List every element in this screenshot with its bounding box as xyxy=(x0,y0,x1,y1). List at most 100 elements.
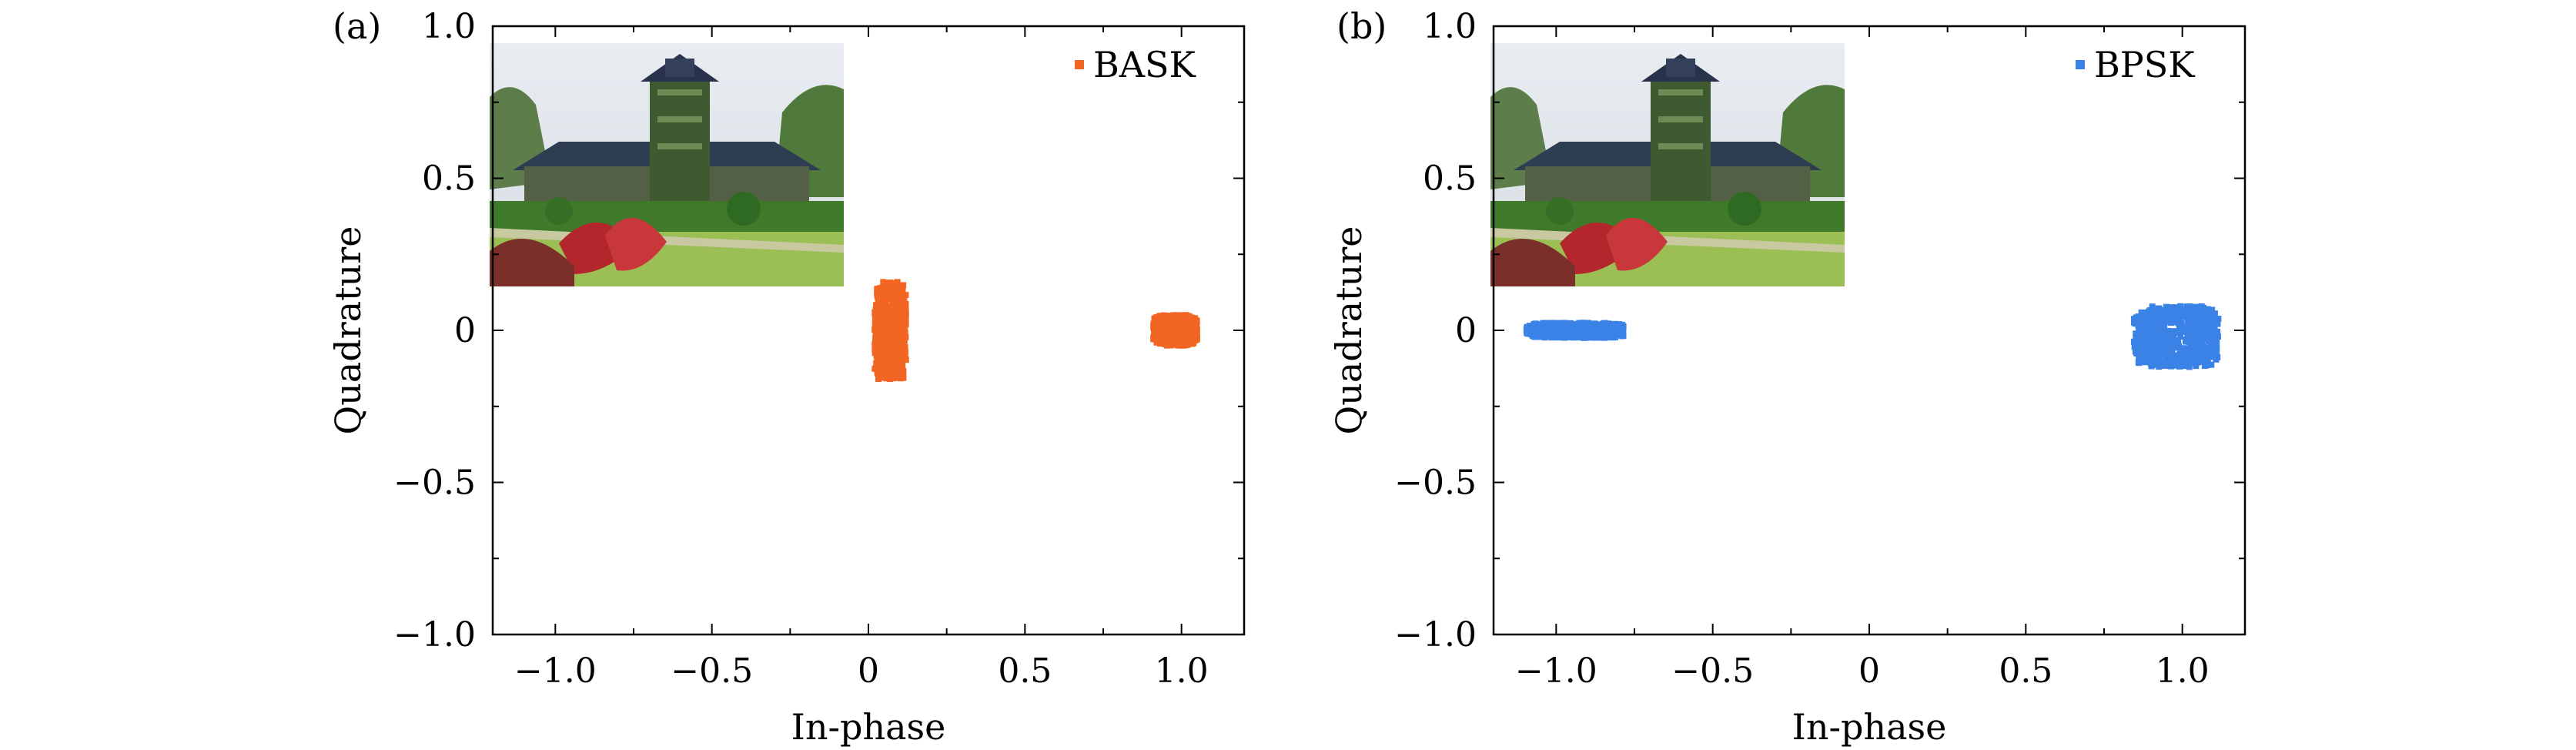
data-point xyxy=(896,323,903,330)
cluster-1 xyxy=(871,279,909,383)
data-point xyxy=(2155,314,2162,321)
data-point xyxy=(2194,359,2201,366)
data-point xyxy=(1601,320,1608,326)
data-point xyxy=(1166,323,1173,330)
data-point xyxy=(2140,341,2147,348)
data-point xyxy=(877,350,884,357)
data-point xyxy=(2210,322,2217,329)
data-point xyxy=(902,349,908,356)
data-point xyxy=(1584,320,1591,327)
data-point xyxy=(1188,322,1195,329)
data-point xyxy=(2138,334,2145,341)
data-point xyxy=(2178,320,2185,326)
data-point xyxy=(875,290,882,296)
data-point xyxy=(2213,334,2220,341)
data-point xyxy=(2183,303,2190,310)
data-point xyxy=(1159,325,1166,332)
data-point xyxy=(1597,327,1604,334)
data-point xyxy=(2143,353,2150,360)
data-point xyxy=(2189,329,2196,336)
data-point xyxy=(895,329,902,336)
data-point xyxy=(1524,327,1531,334)
data-point xyxy=(875,364,882,371)
data-point xyxy=(1588,320,1595,327)
data-point xyxy=(2190,360,2197,367)
data-point xyxy=(2159,332,2166,339)
data-point xyxy=(2202,350,2209,357)
data-point xyxy=(885,293,892,300)
data-point xyxy=(2190,333,2197,340)
data-point xyxy=(884,326,891,333)
data-point xyxy=(2206,328,2213,335)
data-point xyxy=(1593,327,1600,334)
data-point xyxy=(874,293,881,300)
data-points xyxy=(1523,303,2222,370)
data-point xyxy=(2142,318,2149,325)
data-point xyxy=(888,310,895,317)
data-point xyxy=(877,329,884,336)
data-point xyxy=(871,320,878,326)
data-point xyxy=(2143,310,2149,316)
data-point xyxy=(1157,332,1164,339)
x-tick-label: 1.0 xyxy=(1155,651,1209,691)
data-point xyxy=(2209,345,2216,352)
data-point xyxy=(902,357,909,363)
data-point xyxy=(2198,303,2205,310)
data-point xyxy=(873,311,880,318)
data-point xyxy=(875,296,882,303)
data-point xyxy=(1617,323,1624,330)
data-point xyxy=(2143,340,2150,347)
data-point xyxy=(1156,335,1163,342)
data-point xyxy=(878,361,885,368)
data-point xyxy=(899,363,906,370)
data-point xyxy=(2200,308,2206,315)
data-point xyxy=(2149,303,2156,310)
data-point xyxy=(2198,340,2205,347)
legend-marker xyxy=(2076,60,2085,69)
cluster-2 xyxy=(2130,303,2222,370)
y-tick-label: −1.0 xyxy=(393,615,476,655)
data-point xyxy=(1532,332,1539,339)
data-point xyxy=(2180,307,2186,314)
y-tick-label: −1.0 xyxy=(1394,615,1477,655)
data-point xyxy=(1172,330,1179,337)
data-point xyxy=(1167,342,1174,349)
x-tick-label: −0.5 xyxy=(1671,651,1754,691)
data-point xyxy=(2164,313,2171,320)
data-point xyxy=(2154,306,2161,313)
data-point xyxy=(2201,359,2208,366)
data-point xyxy=(2188,315,2195,322)
data-point xyxy=(1186,313,1193,320)
data-point xyxy=(1175,324,1182,331)
data-point xyxy=(2155,320,2162,326)
data-point xyxy=(2189,320,2196,326)
data-point xyxy=(877,332,884,339)
x-tick-label: −0.5 xyxy=(671,651,753,691)
data-point xyxy=(2193,303,2200,310)
inset-photo xyxy=(1490,43,1845,286)
data-point xyxy=(1611,328,1618,335)
x-tick-label: 1.0 xyxy=(2156,651,2210,691)
data-point xyxy=(891,287,898,294)
data-point xyxy=(2157,323,2164,330)
data-point xyxy=(872,334,879,341)
data-point xyxy=(893,280,900,286)
data-point xyxy=(2142,359,2149,366)
data-point xyxy=(1186,340,1193,347)
y-tick-label: 0 xyxy=(1455,311,1477,350)
data-point xyxy=(2136,318,2143,325)
data-point xyxy=(885,315,892,322)
data-point xyxy=(1181,326,1188,333)
data-point xyxy=(2211,340,2218,347)
data-point xyxy=(878,288,885,295)
data-point xyxy=(2183,362,2190,369)
data-point xyxy=(1542,329,1549,336)
data-point xyxy=(882,365,888,372)
data-point xyxy=(899,353,906,360)
data-point xyxy=(2168,353,2175,360)
data-point xyxy=(895,335,902,342)
data-point xyxy=(898,330,905,336)
data-point xyxy=(2135,323,2142,330)
data-point xyxy=(1155,315,1162,322)
inset-photo xyxy=(490,43,844,286)
